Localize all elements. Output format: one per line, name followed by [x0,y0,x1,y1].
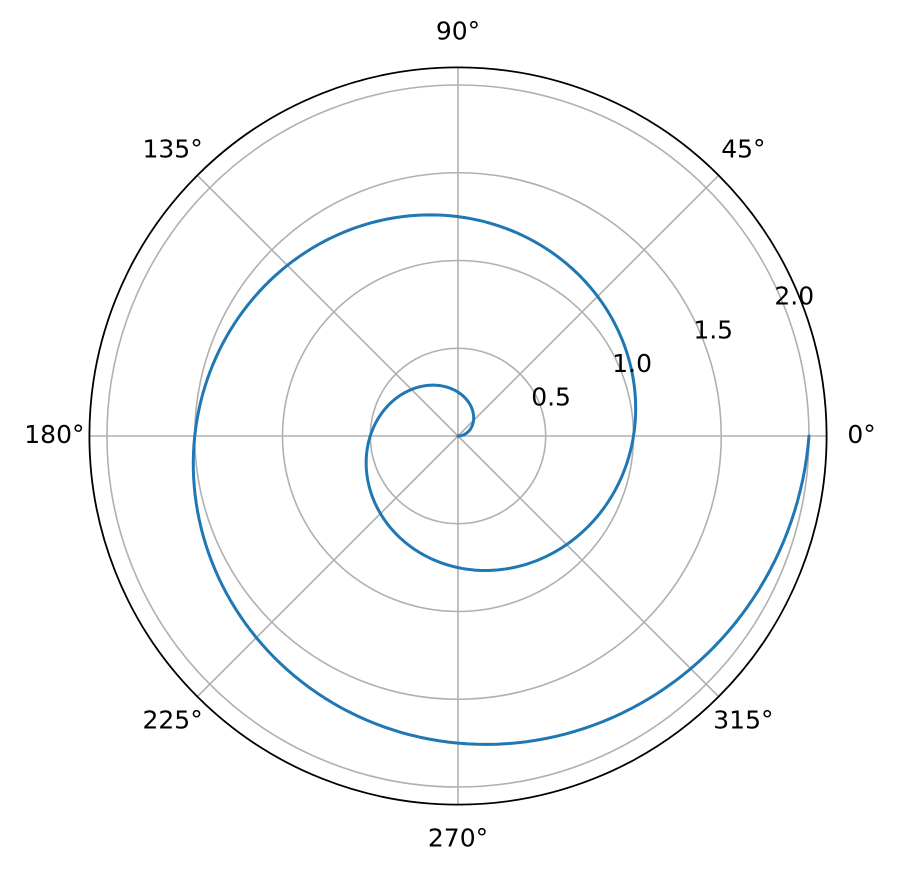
theta-tick-label-90: 90° [436,16,480,45]
theta-grid-spoke-225 [196,435,459,698]
r-tick-label-2.0: 2.0 [774,282,814,311]
spiral-line [191,213,811,746]
radial-tick-label-layer: 0.5 1.0 1.5 2.0 [531,282,814,412]
spiral-series-layer [191,213,811,746]
polar-outer-spine [88,66,828,806]
theta-grid-spoke-315 [457,435,720,698]
r-tick-label-0.5: 0.5 [531,382,571,411]
r-tick-label-1.5: 1.5 [693,315,733,344]
theta-tick-label-45: 45° [721,135,765,164]
theta-tick-label-0: 0° [847,420,875,449]
theta-tick-label-135: 135° [143,135,203,164]
theta-tick-label-270: 270° [428,824,488,853]
r-tick-label-1.0: 1.0 [612,349,652,378]
outer-spine-layer [88,66,828,806]
theta-tick-label-180: 180° [24,420,84,449]
theta-grid-spoke-45 [457,174,720,437]
theta-tick-label-315: 315° [713,705,773,734]
theta-tick-label-225: 225° [143,705,203,734]
theta-tick-label-layer: 0° 45° 90° 135° 180° 225° 270° 315° [24,16,876,852]
theta-grid-spoke-135 [196,174,459,437]
